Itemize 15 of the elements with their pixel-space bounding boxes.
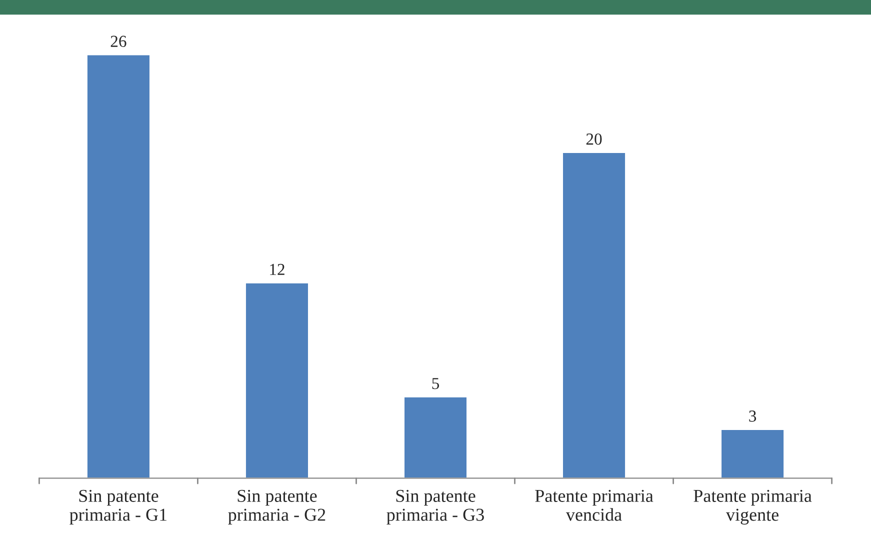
x-tick-label: Sin patente primaria - G1 — [70, 490, 167, 525]
data-label: 3 — [749, 410, 756, 422]
data-label: 12 — [270, 264, 284, 275]
x-tick-label: Patente primaria vencida — [535, 490, 654, 521]
x-tick-label: Patente primaria vigente — [694, 490, 812, 525]
bar — [562, 152, 626, 478]
bar — [720, 428, 785, 478]
data-label: 5 — [432, 378, 440, 390]
x-tick-label: Sin patente primaria - G3 — [386, 490, 484, 525]
bar — [86, 54, 151, 478]
bar — [403, 396, 468, 478]
x-tick-label: Sin patente primaria - G2 — [228, 490, 326, 525]
data-label: 26 — [110, 36, 126, 47]
bar — [244, 282, 310, 478]
data-label: 20 — [586, 134, 602, 145]
